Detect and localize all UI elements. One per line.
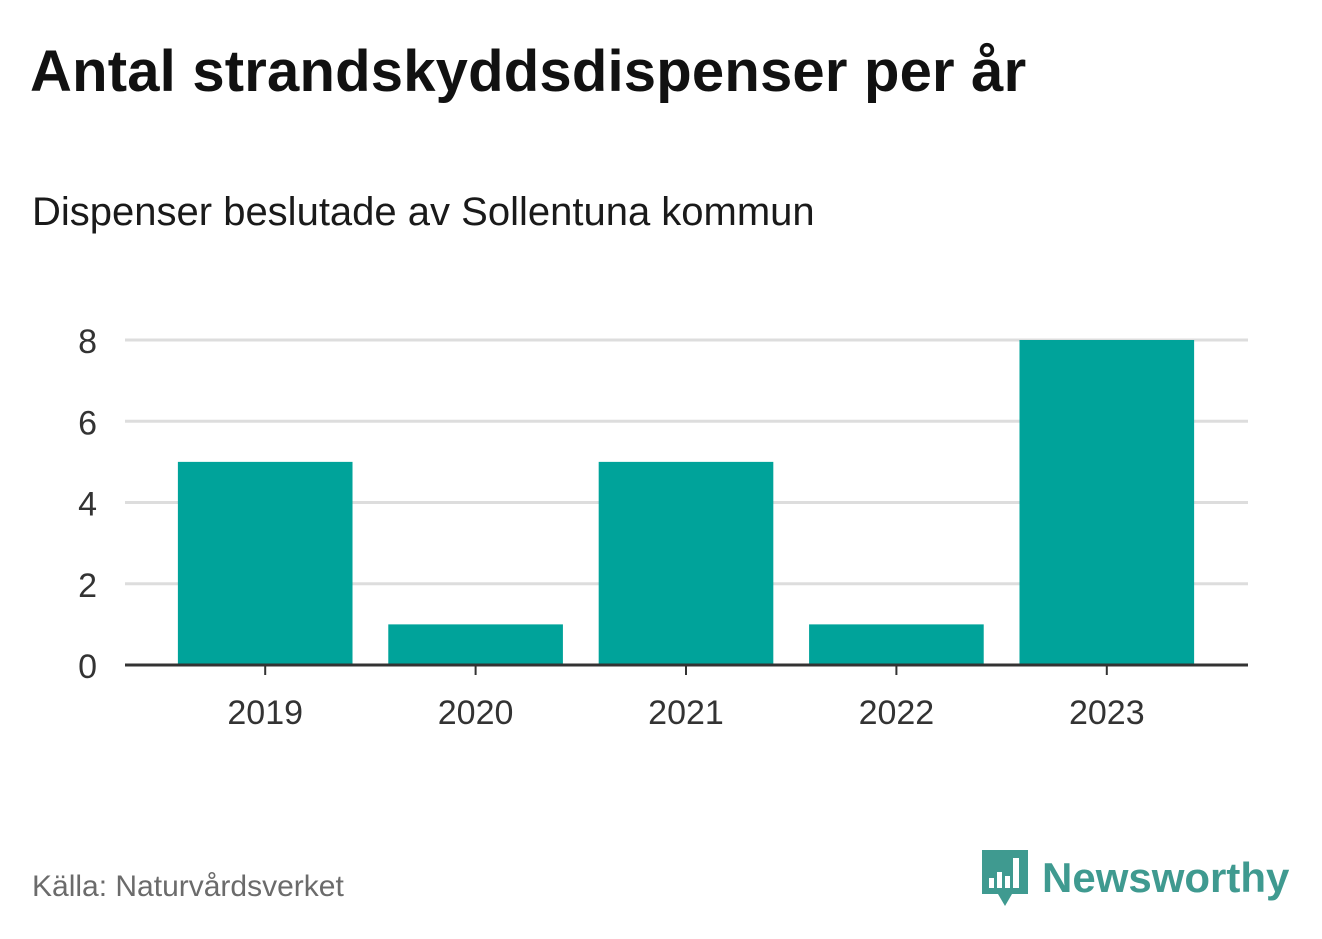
x-tick-label: 2023	[1069, 694, 1145, 732]
y-tick-label: 8	[78, 323, 97, 361]
x-tick-label: 2022	[859, 694, 935, 732]
bar-chart-speech-bubble-icon	[982, 850, 1028, 906]
y-tick-label: 6	[78, 404, 97, 442]
x-tick-label: 2019	[227, 694, 303, 732]
bar-2020	[388, 624, 563, 665]
bar-2021	[598, 461, 774, 665]
source-note: Källa: Naturvårdsverket	[32, 870, 344, 903]
x-axis-ticks: 2019 2020 2021 2022 2023	[227, 665, 1145, 732]
y-tick-label: 4	[78, 486, 97, 524]
logo-text: Newsworthy	[1042, 854, 1290, 901]
y-tick-label: 0	[78, 648, 97, 686]
bars	[177, 340, 1195, 665]
bar-2022	[809, 624, 984, 665]
x-tick-label: 2021	[648, 694, 724, 732]
bar-chart: 0 2 4 6 8 2019 2020 2021 2022 2023	[78, 323, 1248, 732]
chart-title: Antal strandskyddsdispenser per år	[30, 39, 1027, 104]
x-tick-label: 2020	[438, 694, 514, 732]
chart-subtitle: Dispenser beslutade av Sollentuna kommun	[32, 190, 815, 234]
y-axis-ticks: 0 2 4 6 8	[78, 323, 97, 686]
bar-2019	[177, 461, 353, 665]
newsworthy-logo: Newsworthy	[980, 848, 1289, 908]
bar-2023	[1019, 340, 1195, 665]
y-tick-label: 2	[78, 567, 97, 605]
